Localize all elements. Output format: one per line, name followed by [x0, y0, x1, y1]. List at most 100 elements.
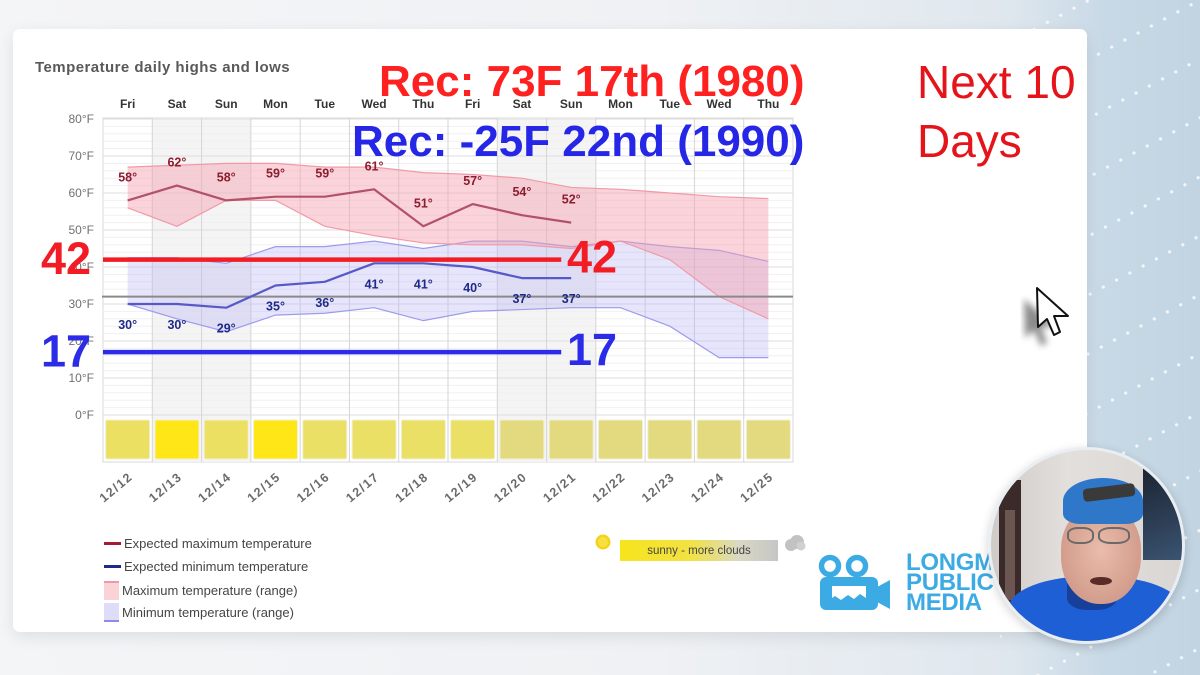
date-label: 12/13: [146, 470, 185, 506]
blue-line-swatch-icon: [104, 565, 121, 568]
expected-min-line: [127, 262, 572, 309]
data-point-label: 58°: [118, 170, 137, 184]
lavender-box-swatch-icon: [104, 602, 119, 622]
date-label: 12/24: [688, 470, 727, 506]
y-axis: 80°F 70°F 60°F 50°F 40°F 30°F 20°F 10°F 0°F: [69, 112, 95, 422]
sun-icon: [595, 534, 611, 550]
y-tick-label: 70°F: [69, 149, 95, 163]
wall-picture: [1143, 464, 1182, 560]
day-label: Sun: [215, 97, 238, 111]
data-point-label: 52°: [562, 193, 581, 207]
weather-row: [105, 419, 791, 460]
weather-condition-tile[interactable]: [450, 419, 496, 460]
data-point-label: 57°: [463, 174, 482, 188]
day-label: Fri: [465, 97, 480, 111]
record-low-annotation: Rec: -25F 22nd (1990): [352, 117, 805, 166]
data-point-label: 36°: [315, 296, 334, 310]
date-label: 12/21: [540, 470, 579, 506]
mouth: [1090, 577, 1112, 585]
glasses-right: [1098, 527, 1130, 544]
logo-wordmark: LONGM PUBLIC MEDIA: [906, 549, 994, 616]
weather-condition-tile[interactable]: [598, 419, 644, 460]
day-label: Tue: [315, 97, 336, 111]
data-point-label: 30°: [167, 318, 186, 332]
forecast-note-line1: Next 10: [917, 56, 1076, 108]
date-label: 12/12: [97, 470, 136, 506]
weekend-column: [152, 118, 202, 462]
data-point-label: 35°: [266, 300, 285, 314]
range-band: [127, 163, 769, 319]
date-label: 12/22: [590, 470, 629, 506]
x-axis: 12/12 12/13 12/14 12/15 12/16 12/17 12/18 12/19…: [97, 470, 776, 506]
date-label: 12/16: [294, 470, 333, 506]
day-label: Thu: [757, 97, 779, 111]
y-tick-label: 60°F: [69, 186, 95, 200]
legend-label: Minimum temperature (range): [122, 604, 294, 620]
min-value-labels: 30° 30° 29° 35° 36° 41° 41° 40° 37° 37°: [118, 277, 580, 335]
red-line-swatch-icon: [104, 542, 121, 545]
data-point-label: 37°: [512, 292, 531, 306]
day-label: Sat: [168, 97, 187, 111]
weather-condition-tile[interactable]: [696, 419, 742, 460]
day-label: Wed: [362, 97, 387, 111]
weather-condition-tile[interactable]: [105, 419, 151, 460]
legend-item-expected-min[interactable]: Expected minimum temperature: [104, 558, 308, 575]
data-point-label: 30°: [118, 318, 137, 332]
presenter-webcam: [988, 447, 1185, 644]
weather-condition-tile[interactable]: [548, 419, 594, 460]
range-upper-edge: [127, 162, 769, 200]
date-label: 12/23: [639, 470, 678, 506]
legend-item-expected-max[interactable]: Expected maximum temperature: [104, 535, 312, 552]
day-label: Sat: [513, 97, 532, 111]
weather-condition-tile[interactable]: [400, 419, 446, 460]
day-header: Fri Sat Sun Mon Tue Wed Thu Fri Sat Sun Mon Tue Wed T…: [120, 97, 779, 111]
day-label: Wed: [707, 97, 732, 111]
y-tick-label: 10°F: [69, 371, 95, 385]
y-tick-label: 30°F: [69, 297, 95, 311]
data-point-label: 62°: [167, 156, 186, 170]
logo-line: PUBLIC: [906, 569, 994, 596]
legend-item-min-range[interactable]: Minimum temperature (range): [104, 602, 294, 622]
date-label: 12/14: [195, 470, 234, 506]
day-label: Fri: [120, 97, 135, 111]
data-point-label: 61°: [365, 159, 384, 173]
date-label: 12/15: [245, 470, 284, 506]
weather-condition-tile[interactable]: [253, 419, 299, 460]
logo-line: MEDIA: [906, 589, 982, 616]
weather-condition-tile[interactable]: [745, 419, 791, 460]
day-label: Mon: [263, 97, 288, 111]
data-point-label: 37°: [562, 292, 581, 306]
logo-line: LONGM: [906, 549, 994, 576]
data-point-label: 59°: [315, 167, 334, 181]
weather-condition-tile[interactable]: [154, 419, 200, 460]
day-label: Tue: [660, 97, 681, 111]
weather-condition-tile[interactable]: [302, 419, 348, 460]
date-label: 12/17: [343, 470, 382, 506]
record-high-annotation: Rec: 73F 17th (1980): [379, 57, 805, 106]
weather-condition-tile[interactable]: [499, 419, 545, 460]
y-tick-label: 40°F: [69, 260, 95, 274]
glasses-left: [1067, 527, 1094, 544]
weather-legend: sunny - more clouds: [594, 533, 814, 567]
max-value-labels: 58° 62° 58° 59° 59° 61° 51° 57° 54° 52°: [118, 156, 580, 211]
legend-label: Expected minimum temperature: [124, 559, 309, 574]
data-point-label: 59°: [266, 167, 285, 181]
plot-area: [102, 117, 794, 463]
day-label: Mon: [608, 97, 633, 111]
y-tick-label: 0°F: [75, 408, 94, 422]
data-point-label: 41°: [365, 277, 384, 291]
data-point-label: 51°: [414, 196, 433, 210]
y-tick-label: 20°F: [69, 334, 95, 348]
data-point-label: 41°: [414, 277, 433, 291]
annotation-marker-left: 17: [41, 326, 91, 377]
legend-label: Maximum temperature (range): [122, 582, 298, 598]
chart-legend: Expected maximum temperature Expected mi…: [104, 535, 364, 625]
data-point-label: 58°: [217, 170, 236, 184]
weather-condition-tile[interactable]: [351, 419, 397, 460]
weather-condition-tile[interactable]: [203, 419, 249, 460]
weather-condition-tile[interactable]: [647, 419, 693, 460]
legend-item-max-range[interactable]: Maximum temperature (range): [104, 580, 298, 600]
chart-title: Temperature daily highs and lows: [35, 59, 291, 76]
legend-label: Expected maximum temperature: [124, 536, 312, 551]
y-tick-label: 50°F: [69, 223, 95, 237]
